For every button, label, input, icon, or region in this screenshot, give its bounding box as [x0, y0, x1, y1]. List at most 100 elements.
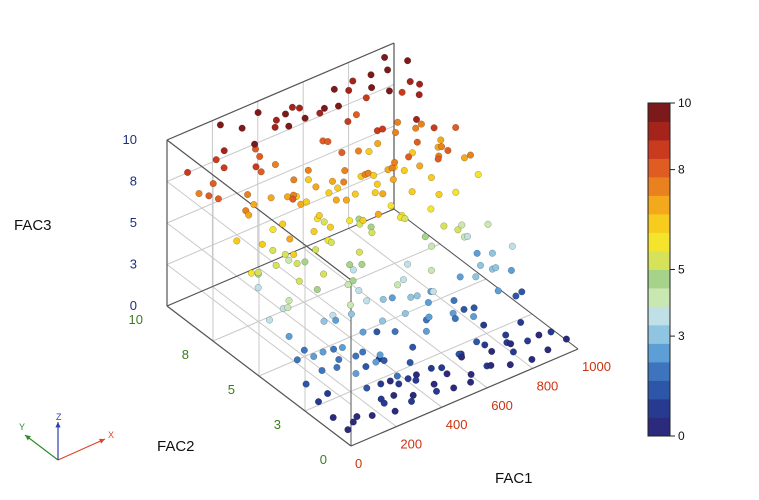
axis-edge [350, 348, 579, 447]
data-point [472, 273, 480, 281]
data-point [293, 356, 301, 364]
data-point [429, 288, 437, 296]
data-point [184, 168, 192, 176]
grid-line [166, 264, 352, 405]
data-point [407, 293, 415, 301]
colorbar-segment [648, 380, 670, 400]
data-point [205, 192, 213, 200]
data-point [349, 77, 357, 85]
data-point [269, 225, 277, 234]
data-point [391, 407, 399, 415]
data-point [238, 124, 246, 132]
colorbar-segment [648, 325, 670, 344]
data-point [250, 201, 258, 209]
data-point [254, 284, 262, 292]
data-point [212, 156, 220, 164]
data-point [355, 248, 363, 256]
data-point [412, 115, 421, 123]
data-point [476, 261, 485, 269]
data-point [535, 331, 543, 339]
data-point [269, 246, 277, 254]
data-point [374, 139, 382, 148]
data-point [362, 363, 370, 371]
data-point [285, 256, 293, 264]
data-point [301, 114, 309, 122]
data-point [302, 198, 310, 206]
data-point [393, 372, 401, 380]
colorbar-tick-label: 3 [678, 329, 685, 343]
data-point [355, 286, 363, 295]
data-point [391, 128, 400, 137]
data-point [518, 288, 526, 296]
data-point [326, 223, 334, 231]
data-point [272, 261, 280, 269]
data-point [290, 176, 298, 184]
data-point [412, 124, 420, 132]
colorbar: 0 3 5 8 10 [647, 96, 692, 443]
colorbar-segment [648, 158, 670, 178]
triad-z-label: Z [56, 412, 62, 422]
data-point [394, 118, 402, 126]
data-point [220, 147, 228, 155]
data-point [466, 151, 475, 159]
data-point [463, 232, 472, 240]
data-point [279, 220, 287, 228]
data-point [346, 217, 354, 225]
data-point [328, 177, 337, 185]
z-tick-label: 5 [130, 215, 137, 230]
colorbar-segment [648, 214, 670, 233]
data-point [320, 317, 328, 325]
data-point [271, 123, 279, 131]
data-point [452, 188, 460, 196]
data-point [387, 202, 395, 210]
data-point [312, 246, 320, 254]
data-point [470, 313, 478, 321]
data-point [451, 315, 459, 323]
grid-line [166, 167, 395, 265]
triad-x-label: X [108, 430, 114, 440]
data-point [285, 297, 293, 305]
triad-x-arrow-head [99, 438, 105, 444]
colorbar-segment [648, 232, 670, 252]
data-point [340, 178, 348, 186]
data-point [467, 378, 475, 386]
data-point [506, 361, 514, 369]
axis-edge [166, 139, 352, 281]
data-point [444, 146, 452, 155]
data-point [401, 215, 409, 223]
colorbar-tick-label: 8 [678, 163, 685, 177]
data-point [310, 352, 318, 361]
data-point [377, 380, 385, 388]
z-tick-label: 8 [130, 174, 137, 189]
colorbar-segment [648, 251, 670, 270]
data-point [406, 358, 414, 367]
data-point [365, 148, 373, 156]
data-point [404, 375, 412, 383]
data-point [417, 120, 425, 128]
grid-line [166, 222, 352, 364]
data-point [381, 53, 389, 61]
triad-y-label: Y [19, 422, 25, 432]
y-tick-label: 5 [228, 382, 235, 397]
data-point [271, 161, 279, 169]
data-point [470, 304, 478, 312]
data-point [359, 216, 367, 224]
data-point [408, 188, 416, 196]
data-point [295, 104, 304, 112]
data-point [467, 370, 475, 378]
data-point [353, 413, 361, 421]
grid-line [212, 243, 441, 342]
data-point [488, 347, 496, 355]
data-point [487, 361, 495, 369]
x-tick-label: 1000 [582, 359, 611, 374]
data-point [380, 356, 388, 365]
data-point [440, 222, 448, 230]
data-point [391, 328, 399, 336]
colorbar-segment [648, 195, 670, 215]
data-point [334, 102, 343, 110]
axis-triad-icon: X Y Z [19, 412, 114, 461]
data-point [346, 301, 354, 309]
axis-edge [166, 42, 395, 141]
